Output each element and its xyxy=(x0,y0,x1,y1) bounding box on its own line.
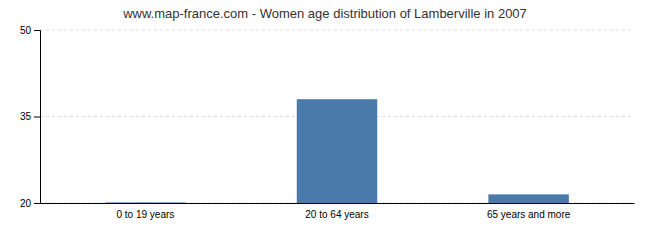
y-tick-mark xyxy=(34,117,40,118)
x-tick: 65 years and more xyxy=(487,209,571,220)
y-tick-label: 20 xyxy=(20,198,32,209)
bars xyxy=(105,99,569,203)
y-tick: 20 xyxy=(20,198,40,209)
grid-line xyxy=(40,30,634,31)
x-axis: 0 to 19 years 20 to 64 years 65 years and … xyxy=(41,204,635,221)
bar xyxy=(297,99,377,203)
x-tick-label: 20 to 64 years xyxy=(305,209,368,220)
bar xyxy=(105,202,185,203)
y-tick-label: 35 xyxy=(20,111,32,122)
bar xyxy=(488,194,568,203)
grid xyxy=(40,30,634,203)
x-tick-label: 65 years and more xyxy=(487,209,571,220)
x-tick: 0 to 19 years xyxy=(116,209,174,220)
x-tick-label: 0 to 19 years xyxy=(116,209,174,220)
y-tick-label: 50 xyxy=(20,25,32,36)
chart: www.map-france.com - Women age distribut… xyxy=(0,0,650,229)
y-tick: 35 xyxy=(20,111,40,122)
y-tick-mark xyxy=(34,203,40,204)
y-axis-line xyxy=(34,31,41,204)
y-tick-mark xyxy=(34,30,40,31)
x-axis-line xyxy=(41,203,635,204)
x-tick: 20 to 64 years xyxy=(305,209,368,220)
y-axis: 20 35 50 xyxy=(20,25,41,209)
plot: 20 35 50 0 to 19 years 20 to 64 years 65 year… xyxy=(20,25,635,220)
title: www.map-france.com - Women age distribut… xyxy=(122,6,527,21)
y-tick: 50 xyxy=(20,25,40,36)
